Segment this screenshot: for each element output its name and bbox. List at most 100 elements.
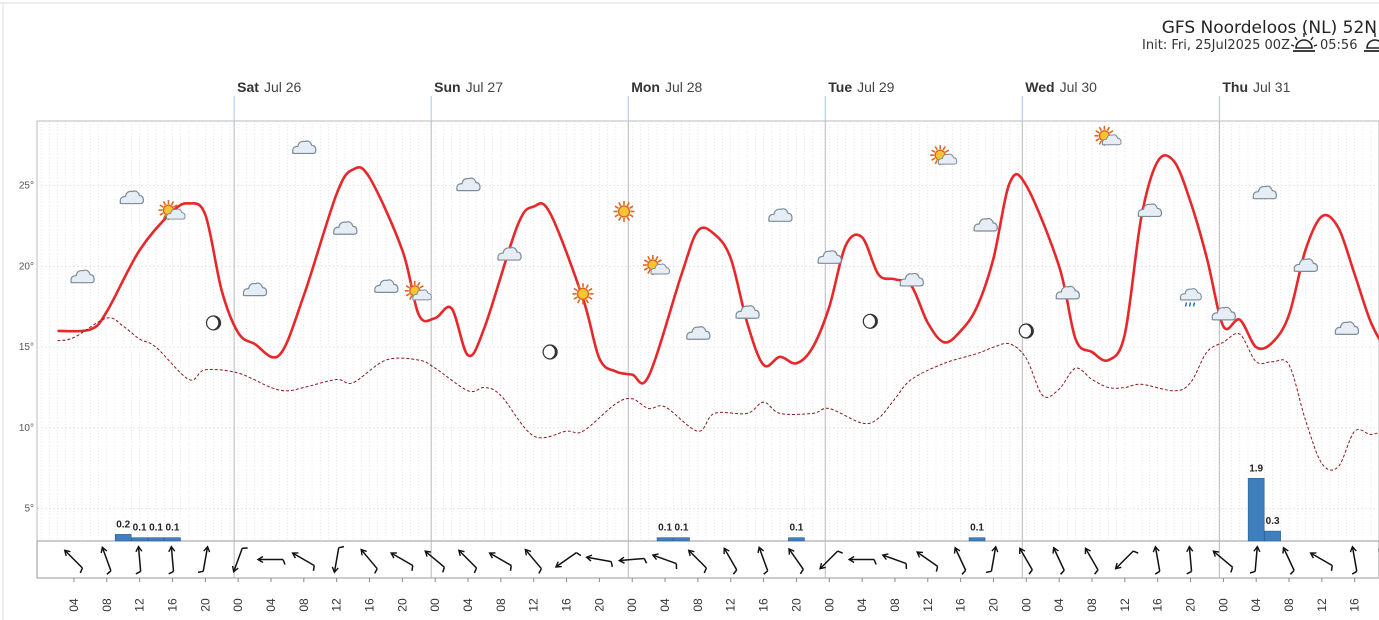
- wind-head: [231, 565, 239, 573]
- wind-head: [1309, 552, 1317, 559]
- wind-head: [1212, 550, 1220, 557]
- sun-ray: [629, 214, 634, 218]
- precip-bar: [656, 537, 674, 542]
- cloud-body: [650, 263, 670, 275]
- cloud-icon: [456, 177, 481, 192]
- x-tick-label: 20: [789, 598, 803, 612]
- cloud-icon: [374, 279, 399, 293]
- wind-arrow: [651, 553, 678, 570]
- sun-ray: [629, 205, 634, 209]
- cloud-shape: [650, 263, 670, 275]
- sun-cloud-icon: [642, 255, 670, 275]
- wind-head: [424, 550, 432, 557]
- temperature-series: [57, 154, 1379, 471]
- sun-cloud-icon: [158, 200, 186, 221]
- wind-arrow: [788, 547, 804, 575]
- init-label: Init: Fri, 25Jul2025 00Z: [1142, 38, 1290, 53]
- wind-shaft: [1283, 548, 1295, 571]
- cloud-shape: [333, 221, 358, 235]
- cloud-icon: [70, 269, 95, 284]
- wind-arrow: [389, 552, 414, 571]
- wind-arrow: [100, 546, 112, 575]
- precip-label: 0.1: [675, 523, 689, 534]
- wind-arrow: [1019, 547, 1033, 575]
- moon-shape: [862, 313, 878, 329]
- cloud-icon: [973, 217, 998, 232]
- cloud-shape: [1334, 321, 1360, 335]
- moon-shadow: [548, 345, 558, 359]
- wind-head: [1349, 545, 1357, 553]
- wind-arrow: [1114, 550, 1139, 570]
- cloud-shape: [1179, 288, 1202, 301]
- sun-icon: [613, 200, 635, 222]
- moon-icon: [205, 315, 222, 331]
- x-tick-label: 08: [297, 598, 311, 612]
- cloud-body: [165, 208, 186, 220]
- sunrise-time: 05:56: [1320, 38, 1357, 53]
- wind-barb: [961, 569, 967, 575]
- x-tick-label: 12: [330, 598, 344, 612]
- precip-bar: [147, 537, 165, 542]
- sun-ray: [934, 146, 938, 151]
- wind-arrow: [524, 548, 543, 574]
- wind-barb: [675, 563, 678, 570]
- cloud-icon: [497, 246, 522, 261]
- cloud-body: [1101, 134, 1122, 146]
- cloud-shape: [1293, 258, 1319, 272]
- sun-ray: [942, 146, 946, 151]
- wind-arrow: [256, 555, 286, 565]
- wind-shaft: [758, 547, 769, 572]
- wind-head: [554, 561, 562, 568]
- cloud-body: [973, 217, 998, 232]
- wind-arrow: [847, 555, 877, 565]
- cloud-body: [1137, 203, 1163, 218]
- wind-head: [291, 552, 299, 559]
- precip-bar: [164, 537, 181, 542]
- sun-ray: [417, 281, 421, 287]
- wind-barb: [79, 567, 84, 574]
- wind-shaft: [1188, 547, 1193, 572]
- x-tick-label: 04: [264, 598, 278, 612]
- cloud-shape: [1252, 185, 1277, 200]
- wind-shaft: [587, 556, 612, 563]
- wind-head: [1186, 545, 1194, 553]
- x-tick-label: 08: [691, 598, 705, 612]
- day-date: Jul 26: [264, 79, 302, 95]
- wind-barb: [1289, 569, 1295, 575]
- sun-ray: [618, 201, 622, 207]
- wind-shaft: [954, 548, 967, 571]
- wind-arrow: [819, 550, 843, 570]
- precip-bar: [1264, 530, 1281, 542]
- wind-shaft: [1311, 552, 1333, 567]
- wind-arrow: [881, 553, 908, 570]
- cloud-shape: [242, 282, 268, 297]
- cloud-shape: [1137, 203, 1163, 218]
- wind-arrow: [687, 549, 708, 574]
- precip-bar: [1247, 477, 1265, 542]
- x-tick-label: 04: [855, 598, 869, 612]
- cloud-shape: [768, 208, 793, 222]
- wind-barb: [1351, 570, 1358, 575]
- cloud-icon: [817, 250, 842, 264]
- wind-arrow: [291, 552, 315, 571]
- rain-drop: [1192, 302, 1196, 307]
- wind-shaft: [1085, 548, 1099, 571]
- wind-arrow: [63, 549, 84, 574]
- precip-bar: [114, 534, 132, 542]
- cloud-body: [937, 153, 958, 165]
- wind-barb: [1230, 566, 1234, 573]
- wind-arrow: [1084, 547, 1099, 575]
- wind-barb: [1059, 569, 1065, 575]
- wind-barb: [374, 568, 378, 574]
- precip-label: 0.1: [149, 523, 163, 534]
- page-title: GFS Noordeloos (NL) 52N: [1162, 18, 1377, 38]
- wind-barb: [1330, 565, 1333, 571]
- day-name: Sat: [237, 79, 259, 95]
- precipitation-bars: 0.20.10.10.10.10.10.10.11.90.30: [114, 463, 1281, 542]
- wind-head: [256, 555, 264, 564]
- cloud-icon: [242, 282, 268, 297]
- sun-ray: [405, 285, 410, 289]
- wind-shaft: [233, 547, 243, 572]
- wind-arrow: [1249, 545, 1261, 574]
